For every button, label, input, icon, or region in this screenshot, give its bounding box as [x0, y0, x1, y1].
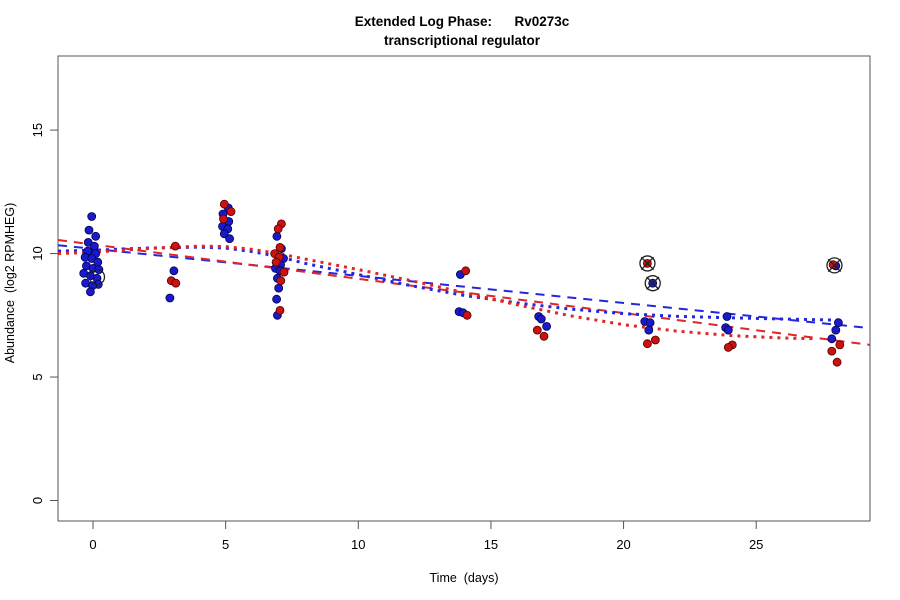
x-tick-label: 25	[749, 537, 763, 552]
data-point-blue	[834, 318, 843, 328]
data-point-blue	[274, 283, 284, 293]
scatter-points-layer	[79, 199, 845, 367]
outlier-circle-marker	[88, 268, 106, 286]
data-point-red	[275, 305, 285, 315]
outlier-x-stroke	[640, 256, 655, 271]
x-tick-label: 5	[222, 537, 229, 552]
data-point-red	[219, 199, 229, 209]
data-point-red	[171, 278, 181, 288]
x-tick-label: 10	[351, 537, 365, 552]
data-point-blue	[84, 225, 94, 235]
outlier-circle-marker	[644, 275, 661, 292]
data-point-red	[461, 266, 471, 276]
data-point-blue	[644, 325, 654, 335]
axes-layer: 0 5 10 15 20 25 0 5 10 15	[30, 55, 871, 552]
data-point-red	[532, 325, 542, 335]
data-point-red	[279, 267, 289, 277]
data-point-blue	[165, 293, 175, 303]
outlier-x-stroke	[827, 258, 842, 273]
outlier-markers-layer	[88, 255, 843, 292]
data-point-blue	[645, 318, 655, 328]
x-tick-label: 15	[484, 537, 498, 552]
chart-title-line1: Extended Log Phase: Rv0273c	[355, 14, 570, 29]
data-point-red	[539, 331, 549, 341]
outlier-x-stroke	[646, 276, 660, 290]
data-point-red	[219, 214, 228, 224]
data-point-blue	[87, 212, 97, 221]
y-axis-title: Abundance (log2 RPMHEG)	[3, 203, 17, 364]
data-point-blue	[225, 234, 235, 244]
data-point-red	[273, 224, 283, 234]
x-tick-label: 20	[616, 537, 630, 552]
y-tick-label: 10	[30, 246, 45, 260]
trend-line-blue-smooth-fit	[57, 245, 844, 322]
plot-box	[57, 55, 871, 522]
data-point-red	[170, 241, 180, 251]
data-point-red	[275, 242, 285, 252]
data-point-red	[462, 310, 472, 320]
data-point-blue	[831, 325, 841, 335]
trend-lines-layer	[57, 239, 871, 346]
data-point-red	[832, 357, 842, 367]
data-point-blue	[722, 312, 732, 321]
data-point-blue	[723, 325, 733, 335]
data-point-blue	[91, 231, 101, 241]
trend-line-red-smooth-fit	[57, 244, 818, 341]
y-tick-label: 0	[30, 497, 45, 504]
x-tick-label: 0	[89, 537, 96, 552]
data-point-blue	[169, 266, 179, 276]
data-point-blue	[542, 321, 551, 331]
outlier-circle-marker	[639, 255, 656, 272]
data-point-red	[271, 257, 281, 267]
outlier-circle-marker	[826, 257, 843, 274]
data-point-blue	[86, 287, 95, 297]
data-point-red	[643, 339, 652, 349]
data-point-blue	[827, 334, 837, 344]
y-tick-label: 5	[30, 373, 45, 380]
data-point-blue	[272, 294, 282, 304]
chart-title-line2: transcriptional regulator	[384, 33, 541, 48]
data-point-red	[723, 342, 733, 352]
x-axis-title: Time (days)	[430, 571, 499, 585]
data-point-red	[651, 335, 660, 345]
y-tick-label: 15	[30, 123, 45, 137]
data-point-red	[827, 346, 837, 356]
trend-line-red-linear-fit	[57, 239, 871, 346]
data-point-blue	[272, 231, 282, 241]
data-point-red	[276, 276, 286, 286]
data-point-red	[226, 207, 236, 217]
data-point-red	[835, 340, 845, 350]
trend-line-blue-linear-fit	[57, 244, 871, 330]
data-point-blue	[536, 314, 546, 324]
